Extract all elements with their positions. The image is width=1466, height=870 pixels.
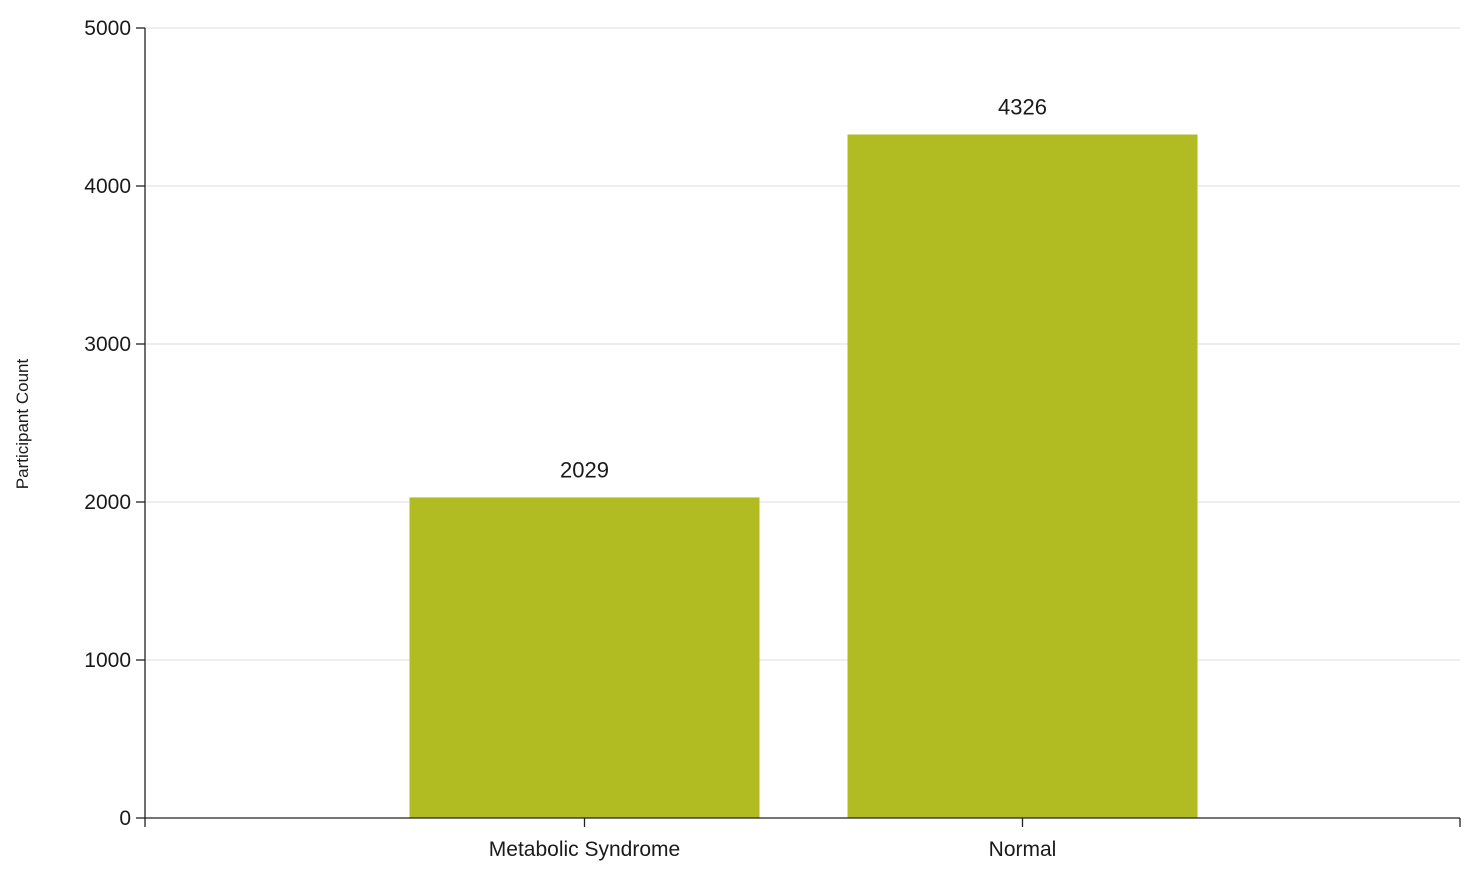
y-tick-label: 5000	[84, 17, 131, 40]
y-tick-label: 3000	[84, 333, 131, 356]
y-tick-label: 2000	[84, 491, 131, 514]
bar	[409, 497, 760, 818]
y-tick-label: 4000	[84, 175, 131, 198]
bar-value-label: 4326	[998, 94, 1047, 119]
bar	[847, 134, 1198, 818]
gridlines	[145, 27, 1460, 661]
bars	[409, 134, 1198, 818]
x-tick-label: Normal	[989, 838, 1057, 861]
data-labels: 2029 4326	[560, 94, 1047, 482]
x-tick-label: Metabolic Syndrome	[489, 838, 680, 861]
bar-value-label: 2029	[560, 457, 609, 482]
y-tick-label: 0	[119, 807, 131, 830]
ticks: 0 1000 2000 3000 4000 5000 Metabolic Syndrome N…	[84, 17, 1461, 861]
y-axis-title: Participant Count	[13, 359, 32, 490]
y-tick-label: 1000	[84, 649, 131, 672]
axes	[144, 28, 1460, 819]
